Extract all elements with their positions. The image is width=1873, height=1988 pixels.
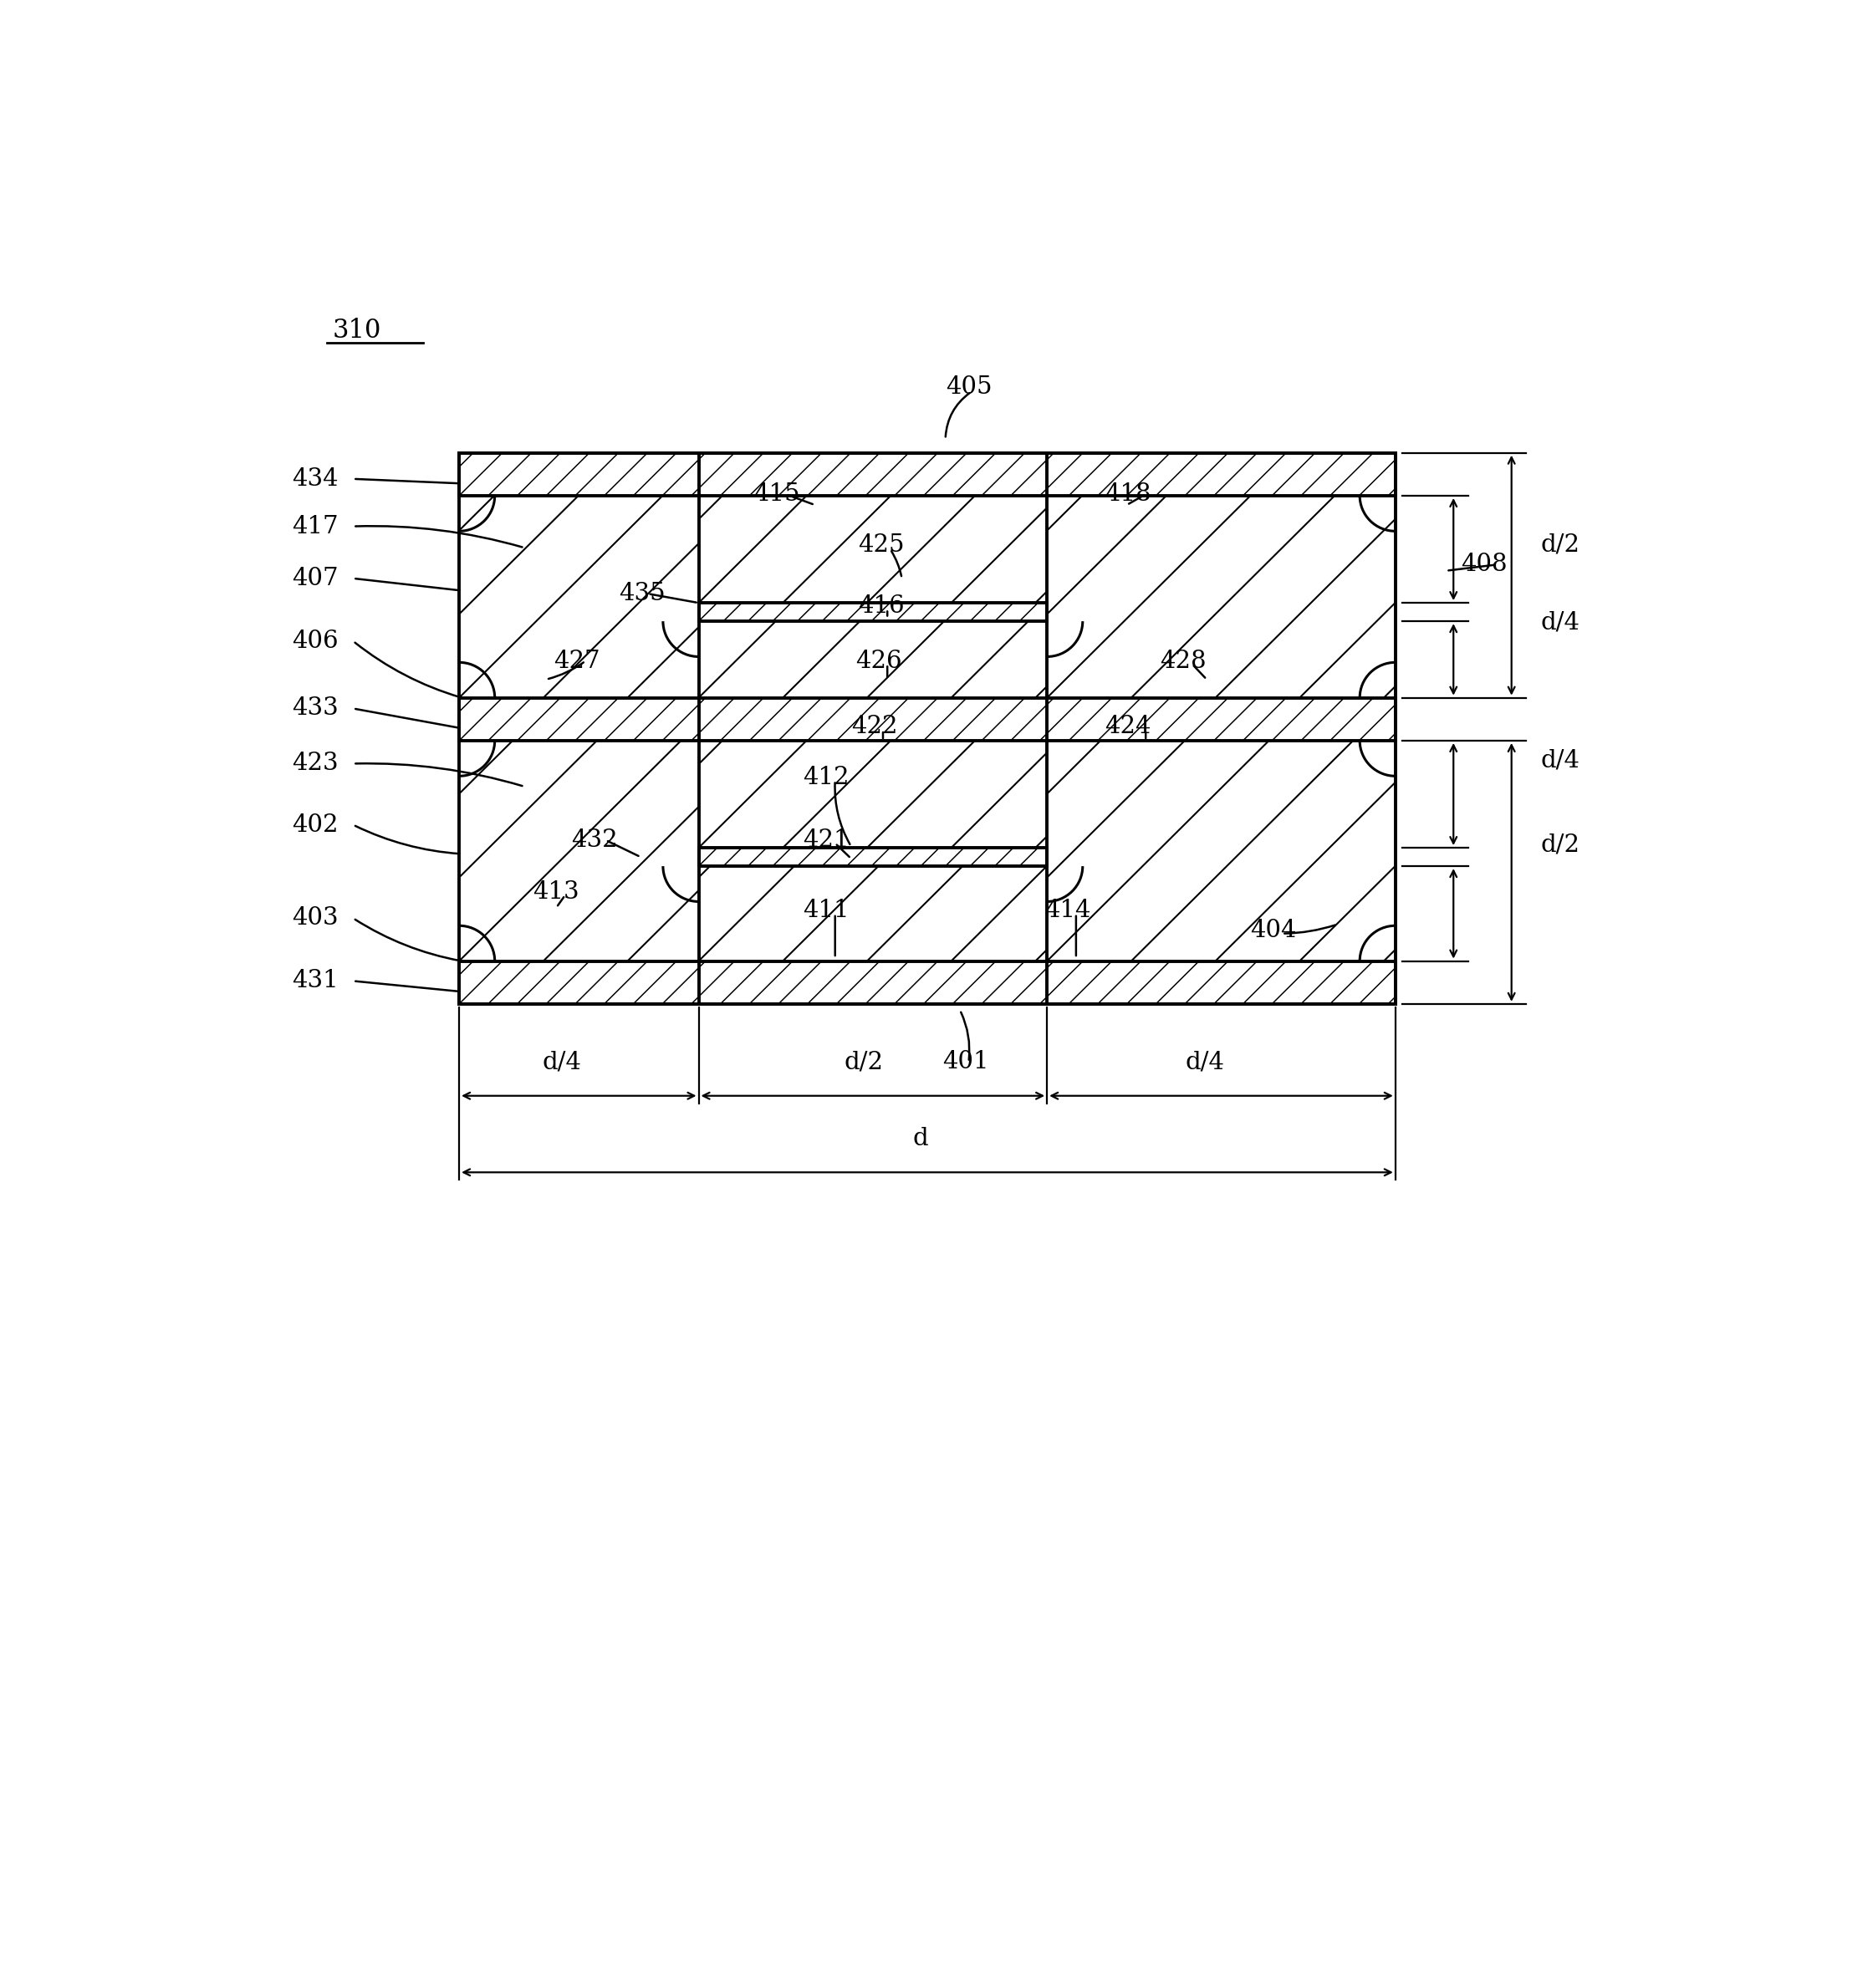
Text: 310: 310: [333, 318, 382, 344]
Text: 413: 413: [534, 881, 579, 905]
Text: 403: 403: [292, 907, 339, 930]
Text: d/2: d/2: [1540, 833, 1579, 857]
Text: 422: 422: [850, 716, 897, 740]
Text: 431: 431: [292, 970, 339, 992]
Text: 417: 417: [292, 515, 339, 539]
Text: 406: 406: [292, 630, 339, 652]
Text: 424: 424: [1105, 716, 1152, 740]
Text: 405: 405: [946, 376, 993, 400]
Text: 421: 421: [804, 829, 850, 851]
Text: d/4: d/4: [1186, 1050, 1225, 1074]
Text: d/2: d/2: [843, 1050, 882, 1074]
Text: 402: 402: [292, 813, 339, 837]
Text: 414: 414: [1043, 899, 1090, 922]
Text: 425: 425: [858, 533, 905, 557]
Text: 426: 426: [856, 650, 903, 672]
Text: 404: 404: [1249, 918, 1296, 942]
Text: 416: 416: [858, 594, 905, 618]
Text: d/2: d/2: [1540, 533, 1579, 557]
Text: 412: 412: [804, 765, 850, 789]
Text: 415: 415: [753, 483, 800, 505]
Text: d/4: d/4: [543, 1050, 583, 1074]
Text: 428: 428: [1159, 650, 1206, 672]
Text: 411: 411: [804, 899, 850, 922]
Text: 407: 407: [292, 567, 339, 590]
Text: 418: 418: [1105, 483, 1152, 505]
Text: d: d: [912, 1127, 929, 1151]
Text: 432: 432: [571, 829, 618, 851]
Text: 408: 408: [1461, 553, 1508, 577]
Text: 435: 435: [618, 582, 665, 606]
Text: 427: 427: [554, 650, 599, 672]
Text: 434: 434: [292, 467, 339, 491]
Text: d/4: d/4: [1540, 610, 1579, 634]
Text: 433: 433: [292, 698, 339, 720]
Text: d/4: d/4: [1540, 749, 1579, 771]
Text: 423: 423: [292, 751, 339, 775]
Text: 401: 401: [942, 1050, 989, 1074]
